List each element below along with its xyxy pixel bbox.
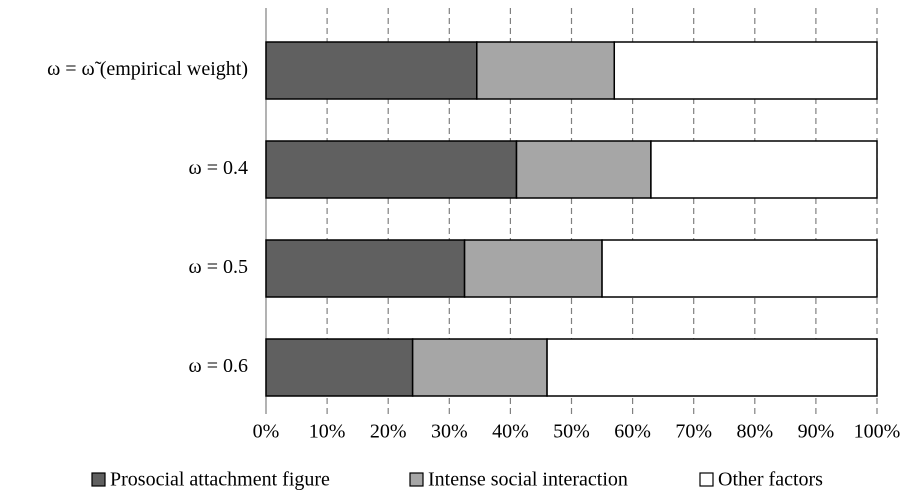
legend-label: Prosocial attachment figure <box>110 469 330 491</box>
x-tick-label: 70% <box>675 421 712 443</box>
x-tick-label: 40% <box>492 421 529 443</box>
bar-segment <box>476 41 616 100</box>
bar-segment <box>613 41 878 100</box>
legend-swatch <box>409 472 424 487</box>
bar-segment <box>265 140 518 199</box>
legend-swatch <box>91 472 106 487</box>
x-tick-label: 0% <box>253 421 280 443</box>
x-tick-label: 80% <box>736 421 773 443</box>
y-tick-label: ω = ω̃ (empirical weight) <box>47 58 248 80</box>
x-tick-label: 20% <box>370 421 407 443</box>
y-tick-label: ω = 0.4 <box>189 157 248 179</box>
legend-swatch <box>699 472 714 487</box>
bar-segment <box>546 338 878 397</box>
bar-segment <box>411 338 548 397</box>
y-tick-label: ω = 0.5 <box>189 256 248 278</box>
bar-segment <box>515 140 652 199</box>
bar-segment <box>601 239 878 298</box>
y-tick-label: ω = 0.6 <box>189 355 248 377</box>
x-tick-label: 10% <box>309 421 346 443</box>
bar-segment <box>650 140 878 199</box>
x-tick-label: 30% <box>431 421 468 443</box>
bar-segment <box>265 338 414 397</box>
x-tick-label: 90% <box>798 421 835 443</box>
x-tick-label: 50% <box>553 421 590 443</box>
bar-segment <box>463 239 603 298</box>
legend-label: Intense social interaction <box>428 469 628 491</box>
x-tick-label: 100% <box>854 421 901 443</box>
x-tick-label: 60% <box>614 421 651 443</box>
bar-segment <box>265 239 466 298</box>
legend-label: Other factors <box>718 469 823 491</box>
bar-segment <box>265 41 478 100</box>
